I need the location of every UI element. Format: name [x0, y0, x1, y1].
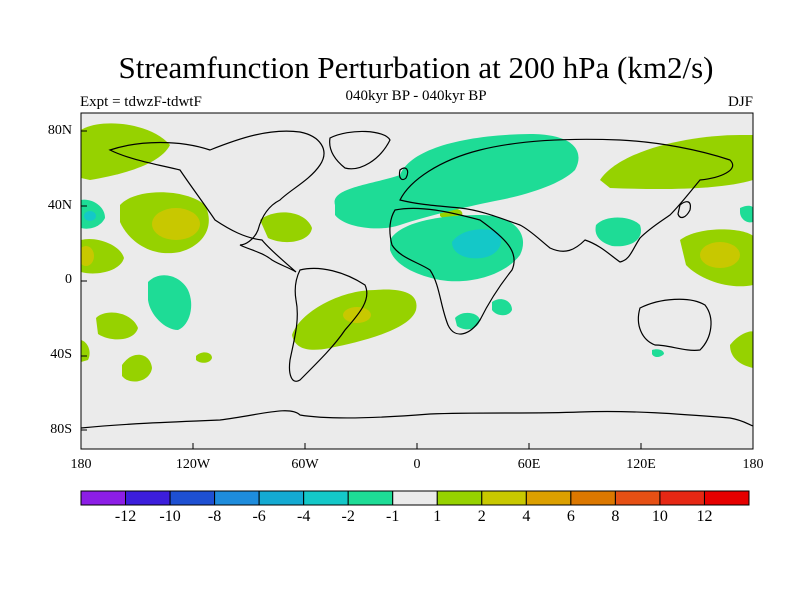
colorbar-label: 6	[566, 508, 575, 525]
lon-label-180w: 180	[70, 457, 92, 472]
colorbar-label: -8	[207, 508, 222, 525]
lat-label-80s: 80S	[50, 422, 72, 437]
colorbar-label: -4	[296, 508, 311, 525]
colorbar-box	[392, 490, 438, 506]
contour-w-pacific-core	[700, 242, 740, 268]
colorbar-label: 1	[433, 508, 442, 525]
colorbar	[80, 490, 750, 506]
lat-label-40s: 40S	[50, 347, 72, 362]
colorbar-label: 8	[611, 508, 620, 525]
colorbar-box	[481, 490, 527, 506]
contour-gulf-mexico	[260, 212, 312, 243]
lon-label-60e: 60E	[517, 457, 541, 472]
lat-label-80n: 80N	[47, 123, 72, 138]
colorbar-box	[258, 490, 305, 506]
coast-uk	[398, 167, 409, 181]
contour-east-asia	[595, 217, 641, 247]
coast-greenland	[329, 130, 391, 170]
contour-s-pacific-small	[196, 352, 212, 363]
colorbar-box	[125, 490, 171, 506]
colorbar-box	[303, 490, 349, 506]
experiment-label: Expt = tdwzF-tdwtF	[80, 94, 202, 110]
lat-label-0: 0	[65, 272, 72, 287]
contour-e-pacific-tropics	[81, 238, 124, 274]
contour-nw-pacific	[600, 135, 753, 190]
contour-eurasia	[334, 134, 579, 229]
contour-arctic-alaska	[81, 123, 170, 180]
colorbar-label: 12	[696, 508, 713, 525]
colorbar-box	[347, 490, 394, 506]
colorbar-box	[703, 490, 750, 506]
coast-eurasia	[399, 138, 734, 263]
lon-label-120w: 120W	[175, 457, 211, 472]
colorbar-label: -10	[159, 508, 181, 525]
contour-e-pacific-core	[81, 246, 94, 266]
colorbar-box	[570, 490, 616, 506]
coast-north-america	[108, 130, 325, 273]
colorbar-label: -1	[386, 508, 400, 525]
contour-indian-ocean	[492, 299, 512, 316]
colorbar-box	[169, 490, 216, 506]
colorbar-label: 2	[477, 508, 486, 525]
coastlines	[81, 130, 753, 429]
coast-south-america	[288, 267, 368, 382]
colorbar-label: -2	[341, 508, 355, 525]
contour-australia-east	[730, 331, 753, 368]
colorbar-box	[659, 490, 705, 506]
coast-africa	[389, 207, 515, 335]
colorbar-label: 4	[522, 508, 531, 525]
colorbar-box	[614, 490, 661, 506]
contour-ne-pacific-core	[152, 208, 200, 240]
colorbar-box	[436, 490, 483, 506]
colorbar-box	[80, 490, 127, 506]
contour-s-pacific-south	[122, 354, 152, 382]
axis-ticks	[81, 130, 642, 449]
coast-japan	[677, 201, 691, 219]
contour-south-indian	[652, 349, 664, 357]
contour-middle-east-core	[452, 229, 502, 259]
season-label: DJF	[727, 94, 753, 110]
coast-australia	[637, 298, 712, 351]
contour-s-pacific	[96, 312, 138, 340]
period-label: 040kyr BP - 040kyr BP	[345, 88, 487, 104]
lon-label-120e: 120E	[626, 457, 656, 472]
lon-label-60w: 60W	[291, 457, 319, 472]
plot-title: Streamfunction Perturbation at 200 hPa (…	[118, 50, 714, 85]
lon-label-180e: 180	[742, 457, 764, 472]
colorbar-label: -12	[114, 508, 137, 525]
colorbar-label: 10	[651, 508, 668, 525]
colorbar-box	[525, 490, 572, 506]
contour-central-pacific	[148, 275, 192, 330]
colorbar-label: -6	[252, 508, 266, 525]
lon-label-0: 0	[413, 457, 421, 472]
lat-label-40n: 40N	[47, 198, 72, 213]
contour-fills	[81, 123, 753, 382]
contour-madagascar	[455, 312, 480, 330]
contour-ne-pacific-west-core	[84, 211, 96, 221]
coast-antarctica	[81, 410, 753, 429]
contour-arabian-sea	[740, 205, 753, 223]
colorbar-box	[214, 490, 260, 506]
